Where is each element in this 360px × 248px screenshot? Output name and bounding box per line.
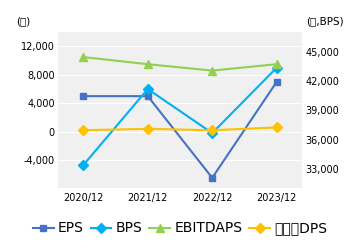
Text: (원,BPS): (원,BPS) [306,16,344,26]
Line: BPS: BPS [80,64,280,169]
Line: 보통주DPS: 보통주DPS [80,124,280,134]
BPS [146,88,150,91]
보통주DPS [146,127,150,130]
보통주DPS [210,129,214,132]
보통주DPS [81,129,86,132]
보통주DPS [274,126,279,129]
BPS [81,164,86,167]
EBITDAPS [274,63,279,66]
EPS [274,80,279,83]
Line: EBITDAPS: EBITDAPS [79,53,281,75]
BPS [274,66,279,69]
EPS [81,95,86,98]
Line: EPS: EPS [80,78,280,181]
EPS [146,95,150,98]
EBITDAPS [146,63,150,66]
EBITDAPS [210,69,214,72]
BPS [210,132,214,135]
Legend: EPS, BPS, EBITDAPS, 보통주DPS: EPS, BPS, EBITDAPS, 보통주DPS [27,216,333,241]
Text: (원): (원) [16,16,30,26]
EPS [210,176,214,179]
EBITDAPS [81,56,86,59]
